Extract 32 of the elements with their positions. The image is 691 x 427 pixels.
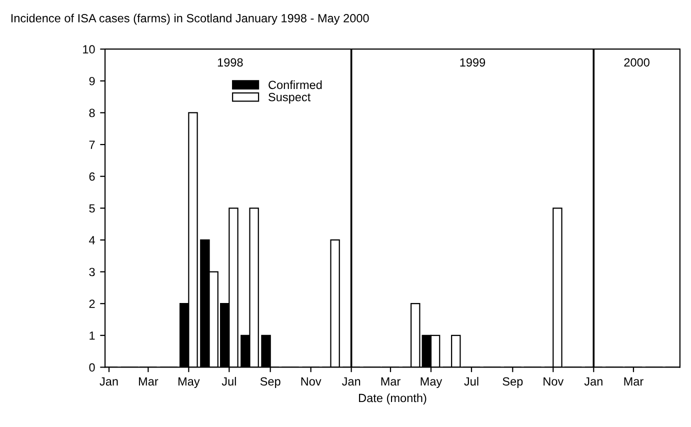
- annotation: 2000: [624, 58, 650, 67]
- y-tick-label: 7: [89, 140, 95, 149]
- annotation: 1998: [218, 58, 243, 67]
- x-tick-label: Mar: [381, 377, 400, 386]
- x-tick-label: Jan: [100, 377, 118, 386]
- y-tick-label: 0: [89, 363, 95, 372]
- x-tick-label: Mar: [138, 377, 158, 386]
- chart-title: Incidence of ISA cases (farms) in Scotland January 1998 - May 2000: [11, 14, 369, 25]
- y-tick-label: 3: [89, 268, 95, 276]
- y-tick-label: 8: [89, 108, 95, 118]
- x-tick-label: Nov: [301, 377, 322, 386]
- x-tick-label: Jul: [222, 376, 236, 386]
- legend-label: Confirmed: [268, 80, 322, 90]
- x-tick-label: Jan: [584, 377, 602, 386]
- y-tick-label: 4: [89, 236, 95, 244]
- x-tick-label: Sep: [260, 377, 280, 388]
- y-tick-label: 6: [89, 172, 95, 181]
- x-tick-label: Sep: [502, 377, 523, 388]
- x-tick-label: May: [178, 377, 200, 388]
- x-tick-label: Jul: [464, 376, 478, 386]
- x-tick-label: Jan: [342, 377, 360, 386]
- y-tick-label: 5: [89, 204, 95, 213]
- legend-label: Suspect: [268, 92, 311, 104]
- x-tick-label: Mar: [624, 377, 644, 386]
- y-tick-label: 1: [90, 332, 95, 340]
- y-tick-label: 10: [83, 45, 95, 54]
- y-tick-label: 9: [89, 76, 95, 86]
- x-tick-label: Nov: [544, 377, 564, 386]
- x-axis-title: Date (month): [359, 394, 426, 404]
- annotation: 1999: [460, 58, 486, 67]
- y-tick-label: 2: [89, 300, 95, 308]
- x-tick-label: May: [420, 377, 442, 388]
